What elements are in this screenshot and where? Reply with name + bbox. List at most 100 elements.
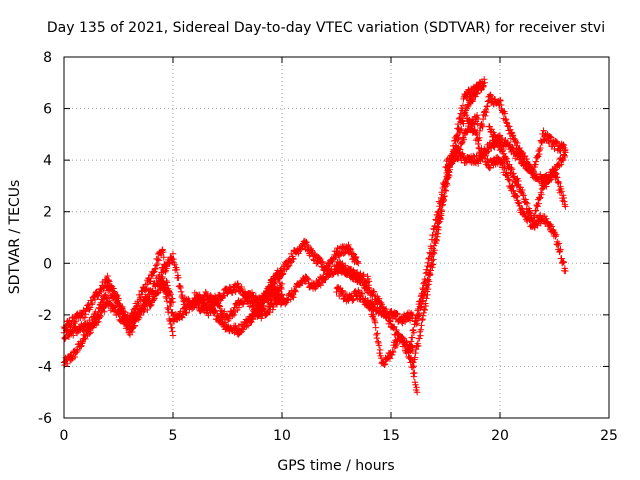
data-point: [304, 275, 311, 282]
data-point: [452, 137, 460, 144]
data-point: [543, 183, 550, 190]
data-point: [358, 290, 366, 298]
data-point: [89, 320, 97, 328]
data-point: [168, 324, 176, 331]
data-point: [365, 284, 372, 291]
data-point: [227, 324, 234, 331]
data-point: [417, 332, 424, 339]
y-tick-label: 4: [43, 153, 52, 169]
data-point: [411, 354, 419, 361]
series-track-h: [257, 261, 373, 308]
data-point: [424, 277, 431, 284]
data-point: [416, 311, 423, 319]
y-tick-label: 6: [43, 102, 52, 118]
data-point: [278, 285, 285, 293]
data-point: [418, 301, 425, 308]
data-point: [495, 132, 503, 140]
data-point: [522, 162, 529, 169]
data-point: [338, 289, 346, 296]
data-point: [203, 304, 210, 312]
series-track-r: [485, 123, 569, 229]
data-point: [503, 155, 510, 162]
data-point: [405, 348, 413, 355]
data-point: [152, 265, 159, 272]
data-point: [496, 96, 504, 104]
data-point: [375, 342, 383, 349]
data-point: [508, 164, 515, 172]
data-point: [506, 123, 513, 130]
data-point: [415, 342, 422, 350]
data-point: [419, 312, 427, 319]
y-tick-label: 2: [43, 205, 52, 221]
data-point: [336, 258, 343, 265]
data-point: [329, 271, 336, 278]
x-tick-label: 0: [60, 428, 69, 444]
data-point: [555, 179, 563, 187]
data-point: [372, 324, 379, 331]
data-point: [216, 303, 224, 310]
data-point: [412, 320, 420, 328]
data-point: [415, 310, 422, 318]
data-point: [418, 322, 425, 329]
data-point: [407, 354, 415, 362]
data-point: [381, 361, 388, 369]
data-point: [471, 126, 479, 133]
data-point: [499, 147, 506, 154]
data-point: [183, 309, 190, 317]
data-point: [548, 223, 555, 230]
data-point: [167, 291, 175, 298]
data-point: [370, 288, 378, 296]
data-point: [527, 165, 534, 172]
data-point: [478, 85, 485, 92]
data-point: [159, 248, 167, 256]
data-point: [290, 294, 297, 301]
data-point: [177, 284, 184, 292]
data-point: [147, 277, 154, 285]
data-point: [532, 207, 540, 214]
data-point: [458, 110, 466, 118]
data-point: [279, 271, 286, 278]
data-point: [420, 309, 427, 317]
data-point: [529, 218, 536, 226]
data-point: [428, 257, 436, 264]
data-point: [518, 205, 525, 212]
data-point: [530, 168, 537, 176]
data-point: [473, 89, 481, 97]
data-point: [514, 181, 522, 188]
plot-frame: [63, 56, 610, 419]
data-point: [537, 171, 544, 178]
data-point: [279, 270, 287, 277]
data-point: [399, 333, 406, 341]
data-point: [407, 343, 414, 351]
data-point: [188, 305, 196, 313]
data-point: [561, 198, 568, 205]
data-point: [485, 148, 492, 155]
x-tick-label: 5: [169, 428, 178, 444]
data-point: [160, 254, 167, 261]
data-point: [370, 288, 377, 295]
data-point: [418, 316, 426, 324]
x-tick-label: 20: [491, 428, 509, 444]
data-point: [261, 296, 268, 304]
data-point: [270, 280, 278, 287]
data-point: [437, 206, 444, 214]
data-point: [343, 291, 351, 298]
data-point: [393, 340, 401, 348]
data-point: [159, 273, 166, 281]
data-point: [393, 309, 400, 317]
data-point: [460, 136, 468, 143]
data-point: [148, 288, 155, 295]
data-point: [516, 144, 523, 152]
data-point: [552, 231, 560, 239]
data-point: [528, 221, 536, 229]
x-tick-label: 10: [273, 428, 291, 444]
data-point: [395, 331, 402, 338]
data-point: [435, 224, 442, 231]
data-point: [457, 115, 464, 122]
data-point: [438, 208, 445, 215]
data-point: [374, 330, 381, 337]
y-tick-label: -6: [38, 411, 52, 427]
data-point: [557, 161, 565, 168]
series-track-k: [366, 300, 421, 396]
data-point: [443, 181, 451, 189]
